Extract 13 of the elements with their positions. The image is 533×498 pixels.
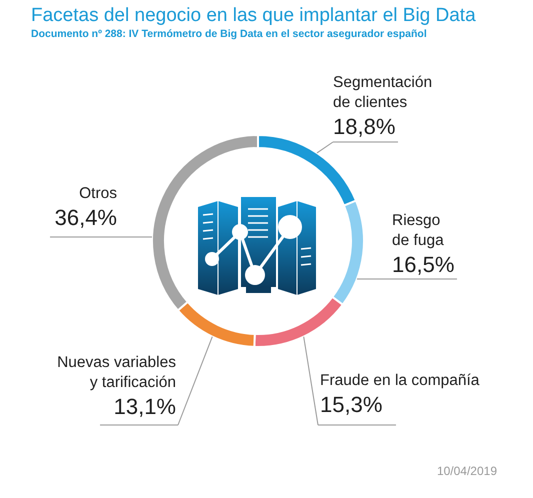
- data-label: 18,8%: [333, 114, 396, 139]
- slice-label: Riesgo de fuga: [392, 212, 444, 249]
- slice-label: Fraude en la compañía: [320, 372, 480, 389]
- data-label: 15,3%: [320, 392, 382, 417]
- slice-label: Segmentación de clientes: [333, 74, 432, 111]
- chart-subtitle: Documento nº 288: IV Termómetro de Big Data en el sector asegurador español: [31, 28, 427, 41]
- data-label: 36,4%: [54, 205, 117, 230]
- slice-label: Otros: [79, 185, 118, 202]
- data-label: 13,1%: [114, 394, 176, 419]
- slice-label: Nuevas variables y tarificación: [57, 354, 176, 391]
- data-label: 16,5%: [392, 252, 454, 277]
- text: 10/04/2019: [436, 464, 497, 478]
- chart-title: Facetas del negocio en las que implantar el Big Data: [31, 5, 476, 27]
